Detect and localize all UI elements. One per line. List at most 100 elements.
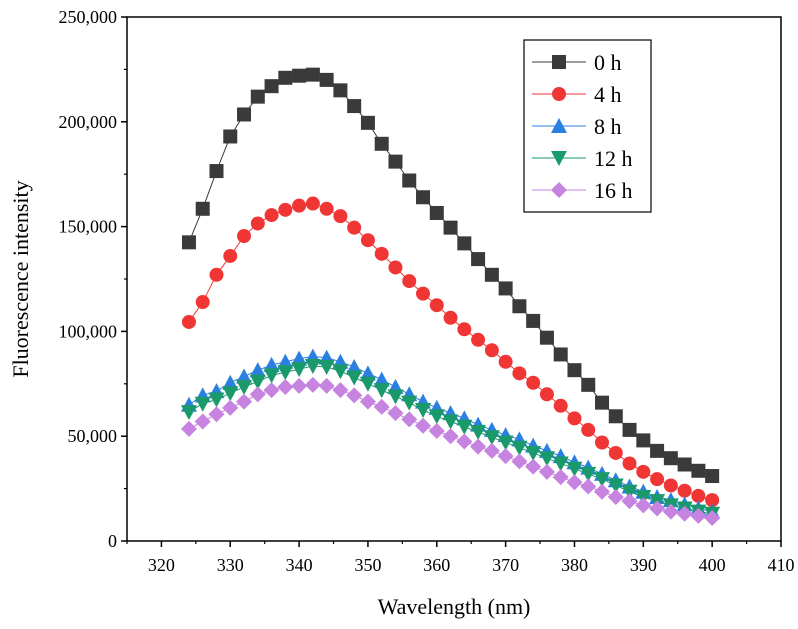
data-point-0h (705, 469, 720, 484)
data-point-16h (236, 393, 253, 410)
data-point-0h (636, 433, 651, 448)
data-point-16h (538, 463, 555, 480)
data-point-4h (539, 387, 554, 402)
data-point-4h (484, 343, 499, 358)
data-point-16h (401, 411, 418, 428)
y-tick-label: 250,000 (59, 7, 118, 27)
data-point-8h (222, 374, 239, 390)
data-point-12h (538, 451, 555, 467)
data-point-12h (263, 368, 280, 384)
data-point-0h (388, 154, 403, 169)
data-point-4h (416, 286, 431, 301)
data-point-4h (595, 435, 610, 450)
data-point-12h (180, 405, 197, 421)
data-point-0h (498, 281, 513, 296)
data-point-16h (222, 399, 239, 416)
data-point-4h (567, 411, 582, 426)
x-tick-label: 360 (423, 555, 450, 575)
data-point-12h (580, 466, 597, 482)
data-point-8h (263, 356, 280, 372)
data-point-16h (483, 442, 500, 459)
data-point-16h (607, 488, 624, 505)
data-point-0h (471, 252, 486, 267)
data-point-4h (622, 456, 637, 471)
data-point-16h (428, 422, 445, 439)
data-point-16h (263, 382, 280, 399)
data-point-8h (277, 353, 294, 369)
legend-marker-16h (551, 182, 567, 198)
data-point-12h (607, 478, 624, 494)
data-point-12h (249, 374, 266, 390)
data-point-0h (677, 457, 692, 472)
x-tick-label: 350 (354, 555, 381, 575)
data-point-12h (332, 364, 349, 380)
data-point-0h (278, 70, 293, 85)
y-tick-label: 150,000 (59, 217, 118, 237)
data-point-12h (291, 362, 308, 378)
legend-label-8h: 8 h (594, 114, 622, 139)
data-point-0h (567, 363, 582, 378)
data-point-12h (346, 370, 363, 386)
data-point-16h (676, 505, 693, 522)
data-point-16h (332, 382, 349, 399)
x-tick-label: 320 (148, 555, 175, 575)
data-point-4h (305, 196, 320, 211)
data-point-12h (236, 379, 253, 395)
data-point-16h (180, 420, 197, 437)
data-point-4h (691, 488, 706, 503)
data-point-16h (511, 453, 528, 470)
data-point-12h (566, 461, 583, 477)
legend-label-16h: 16 h (594, 178, 633, 203)
data-point-4h (663, 478, 678, 493)
data-point-0h (195, 201, 210, 216)
data-point-0h (319, 72, 334, 87)
data-point-0h (347, 99, 362, 114)
data-point-12h (277, 365, 294, 381)
data-point-4h (292, 198, 307, 213)
data-point-0h (526, 313, 541, 328)
data-point-0h (595, 395, 610, 410)
legend-label-4h: 4 h (594, 82, 622, 107)
data-point-12h (318, 360, 335, 376)
data-point-16h (359, 393, 376, 410)
data-point-12h (456, 419, 473, 435)
data-point-16h (635, 497, 652, 514)
data-point-8h (236, 368, 253, 384)
data-point-16h (442, 428, 459, 445)
data-point-0h (402, 173, 417, 188)
data-point-4h (608, 445, 623, 460)
data-point-4h (402, 274, 417, 289)
data-point-4h (250, 216, 265, 231)
data-point-12h (401, 395, 418, 411)
series-0h (181, 67, 720, 484)
y-axis-title: Fluorescence intensity (8, 180, 33, 377)
data-point-4h (181, 314, 196, 329)
data-point-4h (209, 267, 224, 282)
data-point-4h (264, 208, 279, 223)
data-point-4h (374, 246, 389, 261)
x-axis-title: Wavelength (nm) (378, 594, 531, 619)
series-12h (180, 358, 721, 522)
legend-marker-12h (551, 151, 567, 166)
data-point-4h (360, 233, 375, 248)
data-point-12h (552, 456, 569, 472)
data-point-16h (291, 377, 308, 394)
data-point-16h (346, 387, 363, 404)
data-point-12h (470, 425, 487, 441)
series-line-4h (188, 203, 713, 501)
data-point-4h (650, 472, 665, 487)
data-point-16h (566, 474, 583, 491)
data-point-0h (429, 205, 444, 220)
data-point-16h (662, 503, 679, 520)
data-point-16h (704, 509, 721, 526)
data-point-12h (525, 445, 542, 461)
data-point-16h (580, 478, 597, 495)
data-point-4h (705, 493, 720, 508)
data-point-16h (415, 417, 432, 434)
data-point-12h (621, 484, 638, 500)
data-point-0h (484, 267, 499, 282)
legend-marker-4h (552, 87, 566, 101)
data-point-12h (387, 389, 404, 405)
data-point-0h (264, 79, 279, 94)
legend-marker-0h (552, 55, 566, 69)
